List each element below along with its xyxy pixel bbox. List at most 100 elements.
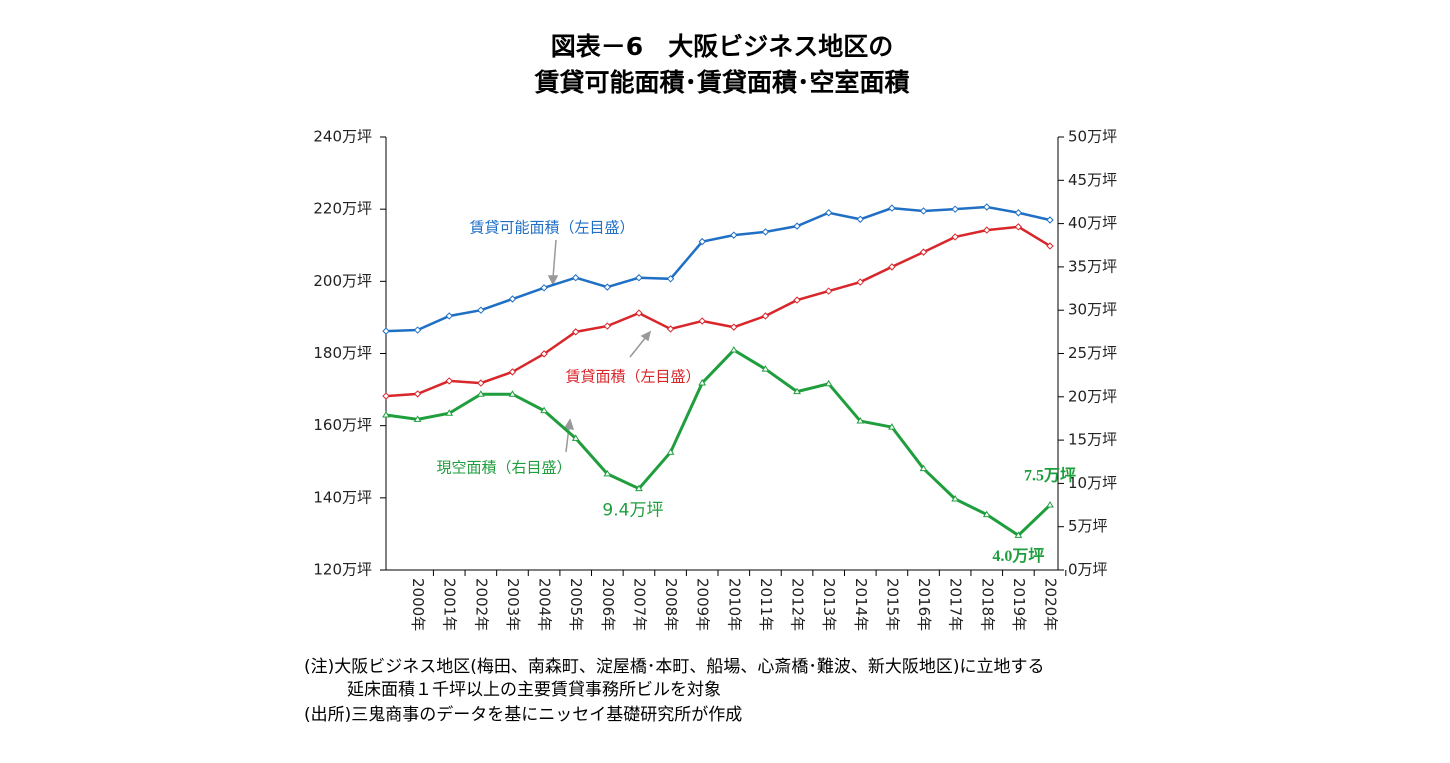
marker — [508, 295, 517, 303]
marker — [793, 387, 801, 395]
marker — [413, 326, 422, 334]
marker — [1046, 216, 1054, 224]
chart-title: 図表－6 大阪ビジネス地区の — [551, 32, 893, 61]
y2-tick-label: 35万坪 — [1068, 257, 1117, 275]
y2-tick-label: 0万坪 — [1068, 561, 1108, 579]
series-line — [385, 225, 1051, 398]
value-label: 7.5万坪 — [1024, 467, 1076, 485]
marker — [413, 415, 422, 422]
marker — [477, 306, 485, 314]
x-tick-label: 2006年 — [599, 578, 617, 631]
y2-tick-label: 20万坪 — [1068, 387, 1117, 405]
marker — [888, 263, 896, 271]
marker — [666, 325, 675, 333]
marker — [635, 274, 643, 282]
marker — [983, 203, 991, 211]
marker — [603, 283, 612, 291]
marker — [1014, 209, 1023, 217]
note: (注)大阪ビジネス地区(梅田、南森町、淀屋橋･本町、船場、心斎橋･難波、新大阪地… — [304, 657, 1045, 677]
marker — [635, 484, 643, 492]
value-label: 9.4万坪 — [602, 501, 663, 521]
marker — [666, 275, 675, 283]
note: (出所)三鬼商事のデータを基にニッセイ基礎研究所が作成 — [304, 704, 742, 725]
marker — [729, 346, 738, 353]
marker — [730, 323, 738, 331]
marker — [730, 231, 738, 239]
marker — [572, 274, 580, 282]
series-label: 賃貸可能面積（左目盛） — [469, 219, 634, 237]
marker — [1046, 242, 1054, 250]
marker — [951, 205, 959, 213]
marker — [982, 510, 991, 518]
marker — [1046, 501, 1054, 508]
marker — [540, 406, 548, 414]
x-tick-label: 2019年 — [1010, 578, 1028, 631]
x-tick-label: 2001年 — [441, 578, 459, 631]
marker — [540, 350, 548, 358]
marker — [824, 287, 833, 295]
y2-tick-label: 40万坪 — [1068, 214, 1117, 232]
x-tick-label: 2011年 — [757, 578, 775, 631]
marker — [761, 228, 770, 236]
marker — [445, 312, 453, 320]
marker — [888, 423, 896, 430]
marker — [508, 390, 517, 397]
x-tick-label: 2007年 — [630, 578, 648, 631]
series-label: 現空面積（右目盛） — [436, 459, 571, 477]
x-tick-label: 2009年 — [694, 578, 712, 631]
x-tick-label: 2015年 — [883, 578, 901, 631]
y-tick-label: 180万坪 — [313, 344, 372, 362]
x-tick-label: 2017年 — [947, 578, 965, 631]
marker — [919, 464, 928, 472]
marker — [508, 368, 517, 376]
y2-tick-label: 30万坪 — [1068, 301, 1117, 319]
x-tick-label: 2008年 — [662, 578, 680, 631]
marker — [888, 204, 896, 212]
y2-tick-label: 25万坪 — [1068, 344, 1117, 362]
marker — [761, 365, 770, 372]
marker — [382, 392, 390, 400]
x-tick-label: 2016年 — [915, 578, 933, 631]
x-tick-label: 2012年 — [789, 578, 807, 631]
x-tick-label: 2010年 — [725, 578, 743, 631]
y-tick-label: 220万坪 — [313, 200, 372, 218]
y2-tick-label: 15万坪 — [1068, 431, 1117, 449]
marker — [382, 327, 390, 335]
marker — [983, 226, 991, 234]
series-line — [385, 205, 1051, 333]
series-line — [385, 348, 1052, 538]
marker — [793, 296, 801, 304]
marker — [824, 209, 833, 217]
x-tick-label: 2004年 — [536, 578, 554, 631]
marker — [793, 222, 801, 230]
marker — [856, 417, 865, 424]
marker — [413, 390, 422, 398]
marker — [603, 322, 612, 330]
annotation-arrows — [547, 239, 652, 453]
y2-tick-label: 50万坪 — [1068, 128, 1117, 146]
marker — [1014, 531, 1023, 538]
marker — [824, 379, 833, 387]
marker — [698, 317, 706, 325]
chart-title: 賃貸可能面積･賃貸面積･空室面積 — [533, 68, 909, 97]
marker — [698, 237, 706, 246]
marker — [761, 312, 770, 320]
x-tick-label: 2014年 — [852, 578, 870, 631]
y-tick-label: 160万坪 — [313, 416, 372, 434]
x-tick-label: 2002年 — [472, 578, 490, 631]
marker — [571, 434, 580, 441]
marker — [603, 469, 612, 477]
y2-tick-label: 45万坪 — [1068, 171, 1117, 189]
marker — [951, 495, 960, 502]
y-tick-label: 140万坪 — [313, 488, 372, 506]
marker — [951, 233, 959, 241]
marker — [856, 278, 864, 286]
x-tick-label: 2013年 — [820, 578, 838, 631]
y-tick-label: 200万坪 — [313, 272, 372, 290]
marker — [666, 448, 675, 455]
marker — [476, 390, 485, 397]
x-tick-label: 2020年 — [1042, 578, 1060, 631]
marker — [445, 409, 454, 416]
y2-tick-label: 10万坪 — [1068, 474, 1117, 492]
